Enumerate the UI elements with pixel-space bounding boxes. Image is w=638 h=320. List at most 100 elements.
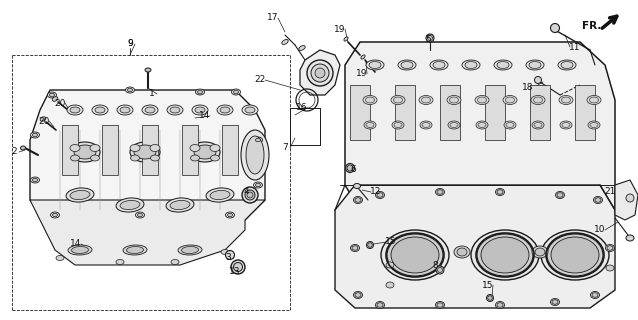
Text: 15: 15 xyxy=(482,281,494,290)
Ellipse shape xyxy=(217,105,233,115)
Ellipse shape xyxy=(551,23,560,33)
Ellipse shape xyxy=(531,95,545,105)
Ellipse shape xyxy=(253,182,262,188)
Ellipse shape xyxy=(68,245,92,255)
Ellipse shape xyxy=(369,61,381,68)
Polygon shape xyxy=(485,85,505,140)
Ellipse shape xyxy=(587,95,601,105)
Ellipse shape xyxy=(462,60,480,70)
Ellipse shape xyxy=(206,188,234,202)
Ellipse shape xyxy=(496,188,505,196)
Ellipse shape xyxy=(131,155,140,161)
Ellipse shape xyxy=(178,245,202,255)
Text: 3: 3 xyxy=(225,253,231,262)
Ellipse shape xyxy=(92,105,108,115)
Ellipse shape xyxy=(171,260,179,265)
Ellipse shape xyxy=(506,123,514,127)
Ellipse shape xyxy=(90,145,100,151)
Ellipse shape xyxy=(363,95,377,105)
Ellipse shape xyxy=(151,155,160,161)
Ellipse shape xyxy=(52,97,58,101)
Ellipse shape xyxy=(419,95,433,105)
Polygon shape xyxy=(182,125,198,175)
Ellipse shape xyxy=(242,187,258,203)
Polygon shape xyxy=(615,180,638,220)
Ellipse shape xyxy=(366,60,384,70)
Ellipse shape xyxy=(142,105,158,115)
Ellipse shape xyxy=(487,296,493,300)
Ellipse shape xyxy=(450,123,458,127)
Text: 15: 15 xyxy=(385,237,397,246)
Ellipse shape xyxy=(532,246,548,258)
Ellipse shape xyxy=(315,68,325,78)
Ellipse shape xyxy=(556,191,565,198)
Ellipse shape xyxy=(497,190,503,194)
Ellipse shape xyxy=(40,117,46,121)
Ellipse shape xyxy=(167,105,183,115)
Ellipse shape xyxy=(344,37,348,41)
Ellipse shape xyxy=(245,107,255,113)
Ellipse shape xyxy=(438,268,443,273)
Ellipse shape xyxy=(135,212,144,218)
Ellipse shape xyxy=(353,196,362,204)
Ellipse shape xyxy=(504,121,516,129)
Ellipse shape xyxy=(477,97,487,103)
Ellipse shape xyxy=(70,190,90,200)
Text: 21: 21 xyxy=(604,188,616,196)
Ellipse shape xyxy=(558,60,576,70)
Ellipse shape xyxy=(381,230,449,280)
Ellipse shape xyxy=(120,107,130,113)
Ellipse shape xyxy=(433,61,445,68)
Ellipse shape xyxy=(231,260,245,274)
Ellipse shape xyxy=(367,243,372,247)
Ellipse shape xyxy=(117,105,133,115)
Ellipse shape xyxy=(71,246,89,253)
Ellipse shape xyxy=(126,87,135,93)
Ellipse shape xyxy=(253,137,262,143)
Ellipse shape xyxy=(436,188,445,196)
Ellipse shape xyxy=(427,36,433,41)
Ellipse shape xyxy=(626,194,634,202)
Ellipse shape xyxy=(353,183,360,188)
Ellipse shape xyxy=(377,193,383,197)
Text: 17: 17 xyxy=(267,13,279,22)
Ellipse shape xyxy=(497,61,509,68)
Ellipse shape xyxy=(195,107,205,113)
Ellipse shape xyxy=(366,123,374,127)
Ellipse shape xyxy=(170,200,190,210)
Ellipse shape xyxy=(391,237,439,273)
Polygon shape xyxy=(395,85,415,140)
Ellipse shape xyxy=(364,121,376,129)
Ellipse shape xyxy=(47,92,57,98)
Text: 9: 9 xyxy=(127,39,133,49)
Ellipse shape xyxy=(91,155,100,161)
Ellipse shape xyxy=(366,242,373,249)
Polygon shape xyxy=(440,85,460,140)
Ellipse shape xyxy=(31,177,40,183)
Ellipse shape xyxy=(50,212,59,218)
Text: 20: 20 xyxy=(38,116,50,125)
Ellipse shape xyxy=(398,60,416,70)
Ellipse shape xyxy=(437,303,443,307)
Ellipse shape xyxy=(476,121,488,129)
Ellipse shape xyxy=(454,246,470,258)
Ellipse shape xyxy=(66,188,94,202)
Text: 1: 1 xyxy=(149,90,155,99)
Ellipse shape xyxy=(130,142,160,162)
Ellipse shape xyxy=(70,142,100,162)
Polygon shape xyxy=(345,42,615,230)
Ellipse shape xyxy=(591,292,600,299)
Ellipse shape xyxy=(198,90,202,94)
Ellipse shape xyxy=(33,178,38,182)
Ellipse shape xyxy=(355,293,361,297)
Ellipse shape xyxy=(494,60,512,70)
Ellipse shape xyxy=(299,45,305,51)
Ellipse shape xyxy=(353,292,362,299)
Ellipse shape xyxy=(31,132,40,138)
Polygon shape xyxy=(102,125,118,175)
Ellipse shape xyxy=(145,68,151,72)
Ellipse shape xyxy=(436,266,444,274)
Ellipse shape xyxy=(590,97,598,103)
Ellipse shape xyxy=(70,107,80,113)
Text: 4: 4 xyxy=(243,188,249,196)
